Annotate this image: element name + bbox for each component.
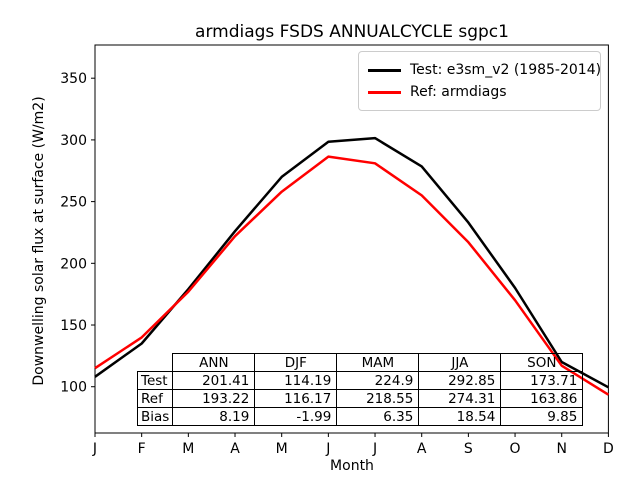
x-tick-label: N	[556, 441, 566, 457]
stats-table-cell: 224.9	[336, 371, 420, 390]
y-tick-label: 350	[60, 71, 87, 87]
legend-entry-test: Test: e3sm_v2 (1985-2014)	[368, 59, 601, 81]
stats-table-column-header: ANN	[172, 353, 256, 372]
stats-table: ANN DJF MAM JJA SON Test 201.41 114.19 224.9 292.…	[136, 353, 584, 426]
x-tick-label: D	[603, 441, 614, 457]
stats-table-corner-cell	[138, 354, 173, 372]
x-tick-label: M	[182, 441, 194, 457]
y-tick-label: 250	[60, 195, 87, 211]
stats-table-cell: 9.85	[500, 407, 584, 426]
stats-table-cell: 114.19	[254, 371, 338, 390]
stats-table-row-test: Test 201.41 114.19 224.9 292.85 173.71	[136, 371, 584, 390]
legend-line-sample-ref	[368, 90, 401, 94]
x-tick-label: M	[276, 441, 288, 457]
legend: Test: e3sm_v2 (1985-2014) Ref: armdiags	[358, 51, 601, 111]
stats-table-cell: 116.17	[254, 389, 338, 408]
stats-table-column-header: SON	[500, 353, 584, 372]
y-tick-label: 150	[60, 318, 87, 334]
stats-table-cell: 173.71	[500, 371, 584, 390]
stats-table-cell: 292.85	[418, 371, 502, 390]
legend-line-sample-test	[368, 68, 401, 72]
stats-table-cell: 201.41	[172, 371, 256, 390]
x-tick-label: J	[92, 441, 97, 457]
x-tick-label: J	[372, 441, 377, 457]
legend-label-test: Test: e3sm_v2 (1985-2014)	[410, 62, 602, 78]
series-line-test	[94, 136, 609, 389]
stats-table-cell: 6.35	[336, 407, 420, 426]
axes-spines	[94, 44, 609, 434]
x-tick-label: J	[325, 441, 330, 457]
x-axis-label: Month	[330, 458, 374, 474]
stats-table-cell: 218.55	[336, 389, 420, 408]
y-tick-label: 100	[60, 380, 87, 396]
series-line-ref	[94, 155, 610, 396]
stats-table-header-row: ANN DJF MAM JJA SON	[138, 353, 584, 372]
stats-table-cell: 163.86	[500, 389, 584, 408]
y-tick-label: 300	[60, 133, 87, 149]
x-tick-label: S	[464, 441, 473, 457]
stats-table-row-label: Test	[136, 371, 174, 390]
stats-table-cell: 193.22	[172, 389, 256, 408]
stats-table-cell: 18.54	[418, 407, 502, 426]
stats-table-row-ref: Ref 193.22 116.17 218.55 274.31 163.86	[136, 389, 584, 408]
stats-table-row-bias: Bias 8.19 -1.99 6.35 18.54 9.85	[136, 407, 584, 426]
chart-title: armdiags FSDS ANNUALCYCLE sgpc1	[195, 22, 509, 42]
x-tick-label: A	[417, 441, 427, 457]
stats-table-row-label: Ref	[136, 389, 174, 408]
y-tick-label: 200	[60, 256, 87, 272]
stats-table-column-header: DJF	[254, 353, 338, 372]
legend-entry-ref: Ref: armdiags	[368, 81, 590, 103]
x-tick-label: F	[138, 441, 146, 457]
y-axis-label: Downwelling solar flux at surface (W/m2)	[31, 96, 47, 386]
x-tick-label: O	[510, 441, 521, 457]
stats-table-row-label: Bias	[136, 407, 174, 426]
stats-table-cell: 8.19	[172, 407, 256, 426]
stats-table-column-header: MAM	[336, 353, 420, 372]
legend-label-ref: Ref: armdiags	[410, 84, 507, 100]
stats-table-cell: -1.99	[254, 407, 338, 426]
stats-table-column-header: JJA	[418, 353, 502, 372]
stats-table-cell: 274.31	[418, 389, 502, 408]
x-tick-label: A	[230, 441, 240, 457]
